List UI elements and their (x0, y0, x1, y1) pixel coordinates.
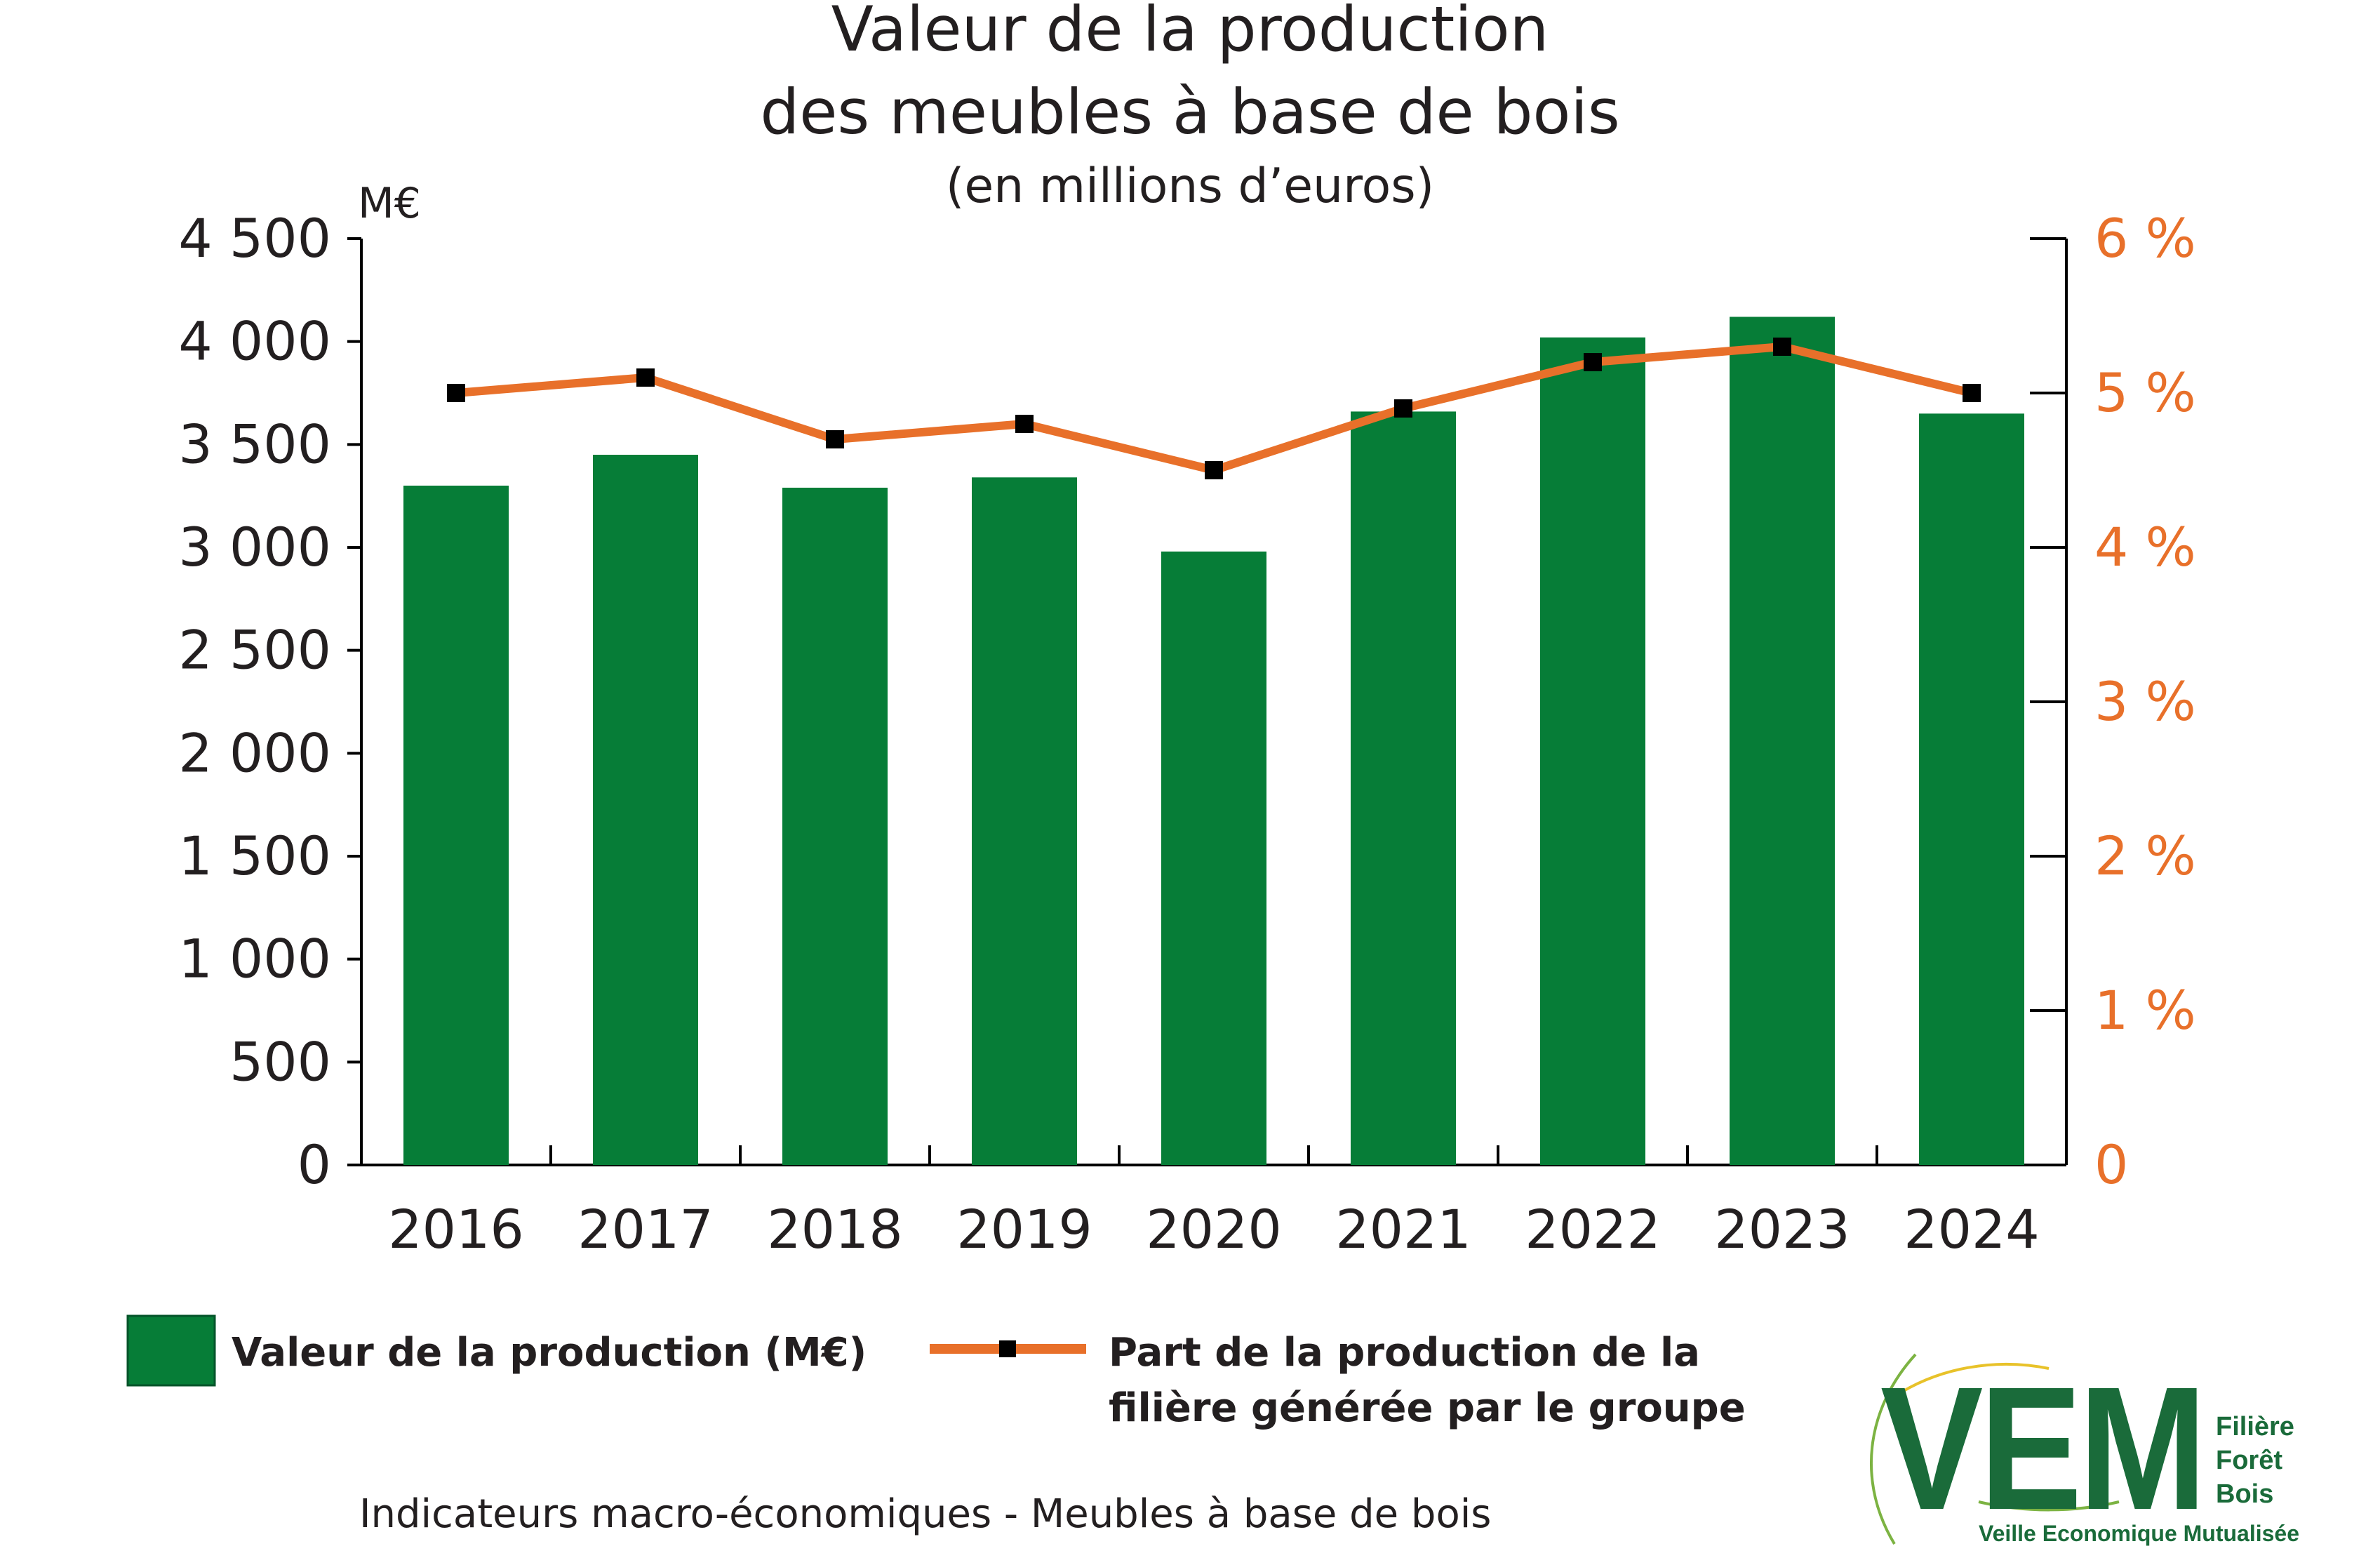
legend-bar-label: Valeur de la production (M€) (232, 1330, 867, 1376)
legend: Valeur de la production (M€) Part de la … (126, 1314, 1746, 1431)
logo-line1: Filière (2216, 1412, 2294, 1441)
bar-2016 (403, 486, 509, 1165)
category-label: 2017 (577, 1198, 713, 1260)
left-tick-label: 1 500 (178, 825, 331, 887)
category-label: 2019 (956, 1198, 1092, 1260)
category-label: 2021 (1335, 1198, 1471, 1260)
right-tick-label: 6 % (2094, 207, 2196, 269)
left-tick-label: 3 000 (178, 516, 331, 578)
footer-caption: Indicateurs macro-économiques - Meubles … (359, 1491, 1491, 1537)
left-tick-label: 0 (298, 1133, 331, 1196)
line-point-2023 (1773, 338, 1791, 356)
line-point-2020 (1205, 461, 1223, 479)
left-tick-label: 4 500 (178, 207, 331, 269)
line-series (447, 338, 1981, 479)
left-tick-label: 1 000 (178, 928, 331, 990)
line-point-2017 (636, 368, 655, 387)
left-tick-label: 2 500 (178, 619, 331, 681)
left-axis-ticks: 0 500 1 000 1 500 2 000 2 500 3 000 3 500 4 000 4… (178, 207, 361, 1196)
logo-line2: Forêt (2216, 1446, 2282, 1475)
logo-line3: Bois (2216, 1479, 2273, 1509)
legend-line-label-2: filière générée par le groupe (1109, 1385, 1746, 1431)
bar-2020 (1161, 551, 1266, 1165)
line-point-2018 (826, 430, 844, 448)
vem-logo: VEM Filière Forêt Bois Veille Economique… (1869, 1350, 2299, 1546)
bar-2018 (782, 487, 888, 1165)
logo-tagline: Veille Economique Mutualisée (1979, 1521, 2299, 1546)
logo-arc-green-2 (1978, 1500, 2120, 1512)
bar-2024 (1919, 413, 2024, 1166)
category-label: 2016 (388, 1198, 523, 1260)
bar-2019 (972, 477, 1077, 1165)
bar-2021 (1351, 411, 1456, 1165)
line-point-2019 (1015, 415, 1034, 433)
bar-2022 (1540, 337, 1645, 1165)
legend-bar-swatch (126, 1314, 216, 1387)
category-label: 2024 (1904, 1198, 2039, 1260)
legend-line-label-1: Part de la production de la (1109, 1330, 1700, 1376)
left-tick-label: 500 (229, 1030, 331, 1093)
right-tick-label: 0 (2094, 1133, 2128, 1196)
category-label: 2022 (1525, 1198, 1660, 1260)
chart-subtitle: (en millions d’euros) (946, 159, 1434, 214)
line-point-2021 (1394, 399, 1412, 418)
right-tick-label: 3 % (2094, 670, 2196, 733)
right-tick-label: 4 % (2094, 516, 2196, 578)
right-tick-label: 2 % (2094, 825, 2196, 887)
line-point-2024 (1963, 384, 1981, 402)
category-label: 2018 (767, 1198, 902, 1260)
right-tick-label: 1 % (2094, 979, 2196, 1041)
bar-series (403, 317, 2024, 1166)
left-tick-label: 2 000 (178, 721, 331, 784)
right-axis-ticks: 0 1 % 2 % 3 % 4 % 5 % 6 % (2030, 207, 2196, 1196)
chart-title-line2: des meubles à base de bois (760, 76, 1619, 148)
category-labels: 2016 2017 2018 2019 2020 2021 2022 2023 2024 (388, 1198, 2039, 1260)
right-tick-label: 5 % (2094, 361, 2196, 424)
line-point-2022 (1584, 353, 1602, 371)
chart-title-line1: Valeur de la production (831, 0, 1549, 65)
left-tick-label: 4 000 (178, 310, 331, 373)
logo-arc-yellow (1893, 1362, 2050, 1398)
line-point-2016 (447, 384, 465, 402)
legend-line-marker (999, 1340, 1016, 1357)
left-axis-unit: M€ (358, 179, 421, 228)
logo-mark: VEM (1880, 1350, 2203, 1546)
category-label: 2023 (1714, 1198, 1850, 1260)
logo-arc-green (1869, 1353, 1917, 1545)
category-label: 2020 (1146, 1198, 1281, 1260)
bar-2023 (1730, 317, 1835, 1165)
left-tick-label: 3 500 (178, 413, 331, 475)
bar-2017 (593, 455, 698, 1165)
